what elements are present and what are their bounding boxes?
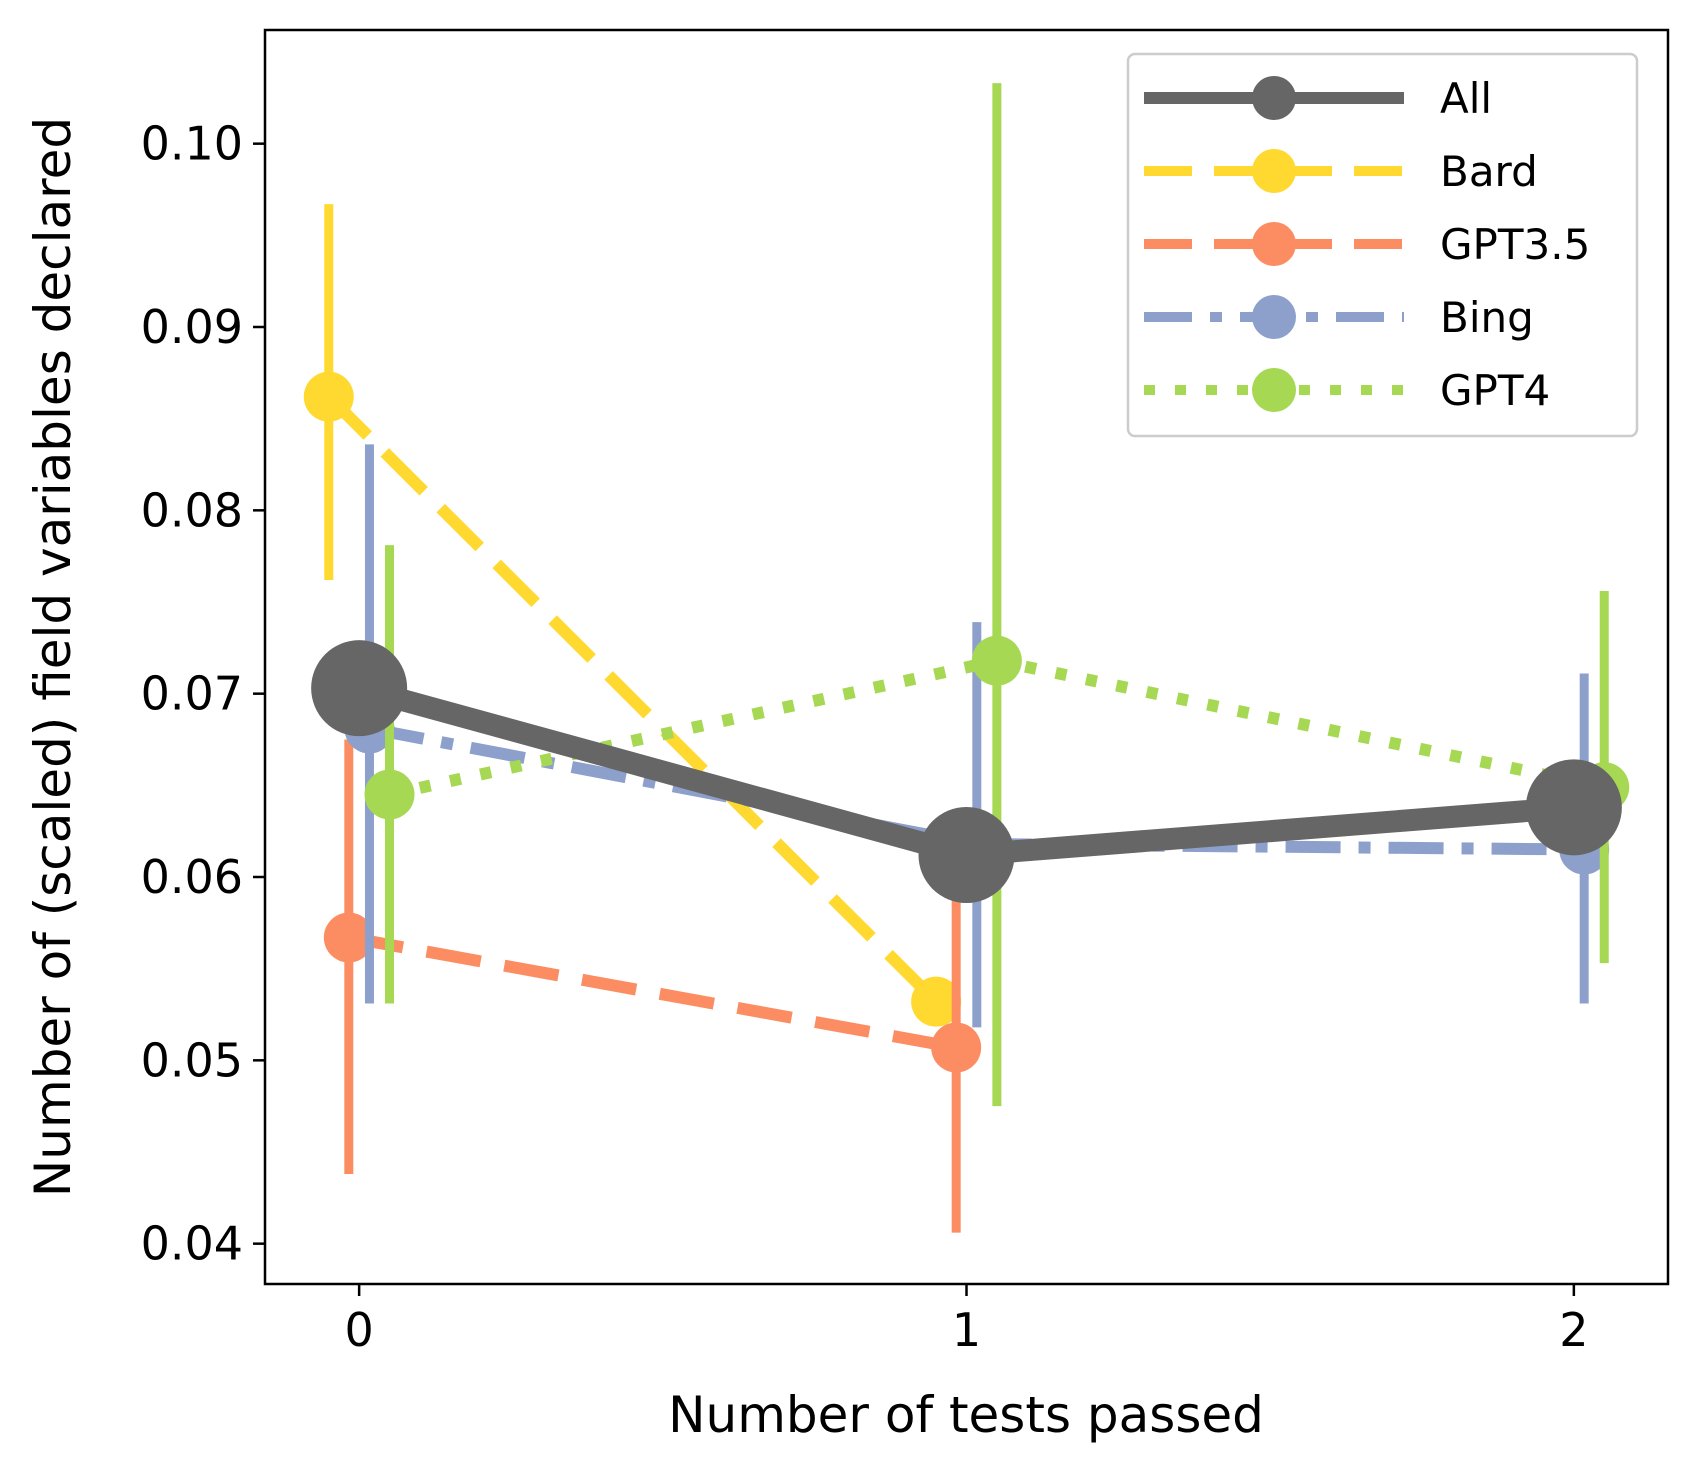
legend-marker — [1252, 295, 1296, 339]
series-line — [347, 931, 958, 1054]
data-point — [918, 807, 1015, 903]
data-point — [931, 1022, 982, 1073]
legend-marker — [1252, 149, 1296, 193]
series-all — [311, 640, 1622, 903]
legend-label: All — [1440, 74, 1492, 123]
x-tick-label: 2 — [1559, 1303, 1588, 1357]
y-tick-label: 0.10 — [141, 117, 243, 171]
data-point — [303, 371, 354, 422]
y-tick-label: 0.05 — [141, 1033, 243, 1087]
series-layer — [303, 83, 1630, 1233]
legend: All Bard GPT3.5 Bing GPT4 — [1126, 52, 1639, 438]
y-axis-ticks: 0.04 0.05 0.06 0.07 0.08 0.09 0.10 — [141, 117, 265, 1271]
data-point — [323, 912, 374, 963]
x-axis-title: Number of tests passed — [668, 1386, 1264, 1444]
data-point — [364, 769, 415, 820]
data-point — [1525, 759, 1622, 856]
legend-label: Bing — [1440, 293, 1534, 342]
x-tick-label: 0 — [345, 1303, 374, 1357]
series-line — [324, 392, 941, 1006]
series-bard — [303, 204, 962, 1027]
legend-marker — [1252, 368, 1296, 412]
legend-marker — [1252, 222, 1296, 266]
x-tick-label: 1 — [952, 1303, 981, 1357]
legend-marker — [1252, 76, 1296, 120]
legend-label: GPT3.5 — [1440, 220, 1590, 269]
data-point — [971, 635, 1022, 686]
y-tick-label: 0.06 — [141, 850, 243, 904]
data-point — [311, 640, 408, 737]
series-gpt3-5 — [323, 739, 982, 1233]
legend-label: Bard — [1440, 147, 1538, 196]
legend-label: GPT4 — [1440, 366, 1550, 415]
data-point — [911, 976, 962, 1027]
x-axis-ticks: 0 1 2 — [345, 1284, 1588, 1357]
y-tick-label: 0.08 — [141, 483, 243, 537]
y-tick-label: 0.09 — [141, 300, 243, 354]
y-axis-title: Number of (scaled) field variables decla… — [24, 117, 82, 1197]
y-tick-label: 0.04 — [141, 1217, 243, 1271]
y-tick-label: 0.07 — [141, 667, 243, 721]
